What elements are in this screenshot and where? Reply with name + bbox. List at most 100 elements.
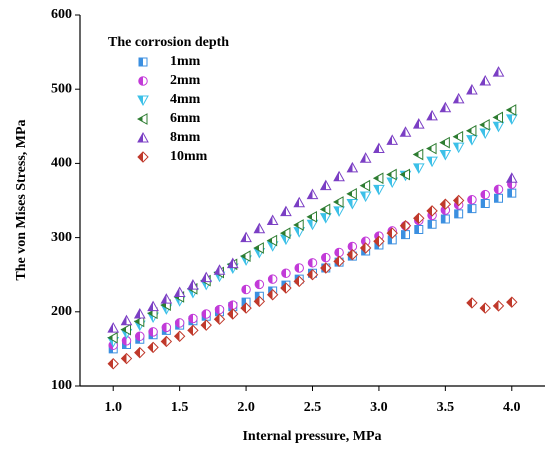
data-point (505, 104, 517, 116)
x-tick-label: 4.0 (503, 400, 521, 415)
data-point (401, 230, 410, 240)
legend-title: The corrosion depth (108, 35, 229, 50)
data-point (307, 258, 318, 268)
data-point (213, 313, 226, 325)
data-point (253, 242, 264, 254)
data-point (253, 222, 266, 234)
data-point (254, 279, 265, 290)
data-point (107, 322, 120, 333)
data-point (399, 168, 410, 181)
data-point (319, 203, 331, 216)
data-point (107, 358, 119, 370)
data-point (240, 250, 251, 262)
data-point (227, 308, 239, 320)
data-point (321, 252, 331, 263)
data-point (320, 262, 332, 274)
data-point (120, 352, 133, 365)
data-point (452, 92, 465, 104)
data-point (386, 134, 399, 145)
data-point (505, 172, 518, 183)
data-point (359, 191, 372, 203)
data-point (372, 172, 384, 185)
data-point (506, 296, 518, 308)
data-point (452, 194, 465, 207)
data-point (480, 198, 490, 208)
data-point (467, 195, 477, 205)
data-point (492, 121, 505, 133)
data-point (399, 126, 412, 137)
data-point (414, 224, 424, 234)
data-point (147, 300, 159, 312)
data-point (228, 300, 238, 310)
data-point (293, 275, 305, 288)
data-point (334, 247, 344, 258)
data-point (306, 210, 317, 223)
data-point (213, 264, 226, 275)
data-point (267, 274, 278, 284)
data-point (201, 309, 211, 319)
legend-label: 8mm (170, 130, 201, 145)
legend-label: 4mm (170, 92, 201, 107)
data-point (467, 204, 477, 214)
data-point (465, 124, 477, 137)
data-point (412, 118, 425, 129)
data-point (507, 188, 517, 198)
data-point (426, 142, 437, 155)
data-point (226, 257, 239, 269)
y-tick-label: 200 (51, 304, 72, 319)
data-point (294, 263, 304, 273)
data-point (333, 170, 345, 182)
data-point (440, 214, 450, 224)
data-point (439, 101, 452, 113)
legend-label: 10mm (170, 149, 208, 164)
data-point (359, 152, 372, 163)
data-point (426, 156, 438, 168)
data-point (359, 242, 372, 254)
data-point (346, 248, 359, 261)
data-point (306, 219, 319, 231)
data-point (240, 302, 252, 314)
data-point (452, 142, 465, 154)
y-tick-label: 600 (51, 7, 72, 22)
data-point (134, 346, 146, 359)
data-point (148, 327, 158, 337)
data-point (266, 289, 279, 301)
data-point (240, 231, 252, 243)
data-point (306, 188, 319, 200)
data-point (412, 163, 425, 174)
data-point (466, 297, 478, 309)
legend-marker (138, 57, 148, 67)
data-point (107, 331, 118, 344)
data-point (161, 322, 172, 333)
data-point (373, 235, 385, 248)
data-point (386, 168, 397, 181)
data-point (426, 109, 438, 121)
legend-marker (137, 131, 149, 143)
data-point (466, 135, 478, 146)
x-tick-label: 1.0 (104, 400, 122, 415)
data-point (346, 161, 359, 173)
legend-label: 1mm (170, 54, 201, 69)
legend-marker (136, 113, 148, 125)
data-point (120, 323, 131, 336)
x-tick-label: 2.5 (304, 400, 322, 415)
data-point (399, 220, 412, 232)
data-point (493, 184, 504, 195)
y-tick-label: 500 (51, 81, 72, 96)
x-tick-label: 2.0 (237, 400, 255, 415)
data-point (188, 313, 198, 324)
data-point (306, 268, 319, 281)
legend-marker (137, 95, 149, 107)
data-point (333, 196, 344, 208)
data-point (494, 193, 503, 203)
data-point (413, 212, 425, 225)
data-point (187, 324, 199, 337)
data-point (373, 142, 385, 154)
data-point (439, 149, 452, 161)
data-point (492, 66, 505, 77)
data-point (359, 179, 371, 192)
data-point (319, 179, 332, 191)
data-point (386, 177, 399, 188)
data-point (479, 128, 492, 140)
x-tick-label: 3.0 (370, 400, 388, 415)
